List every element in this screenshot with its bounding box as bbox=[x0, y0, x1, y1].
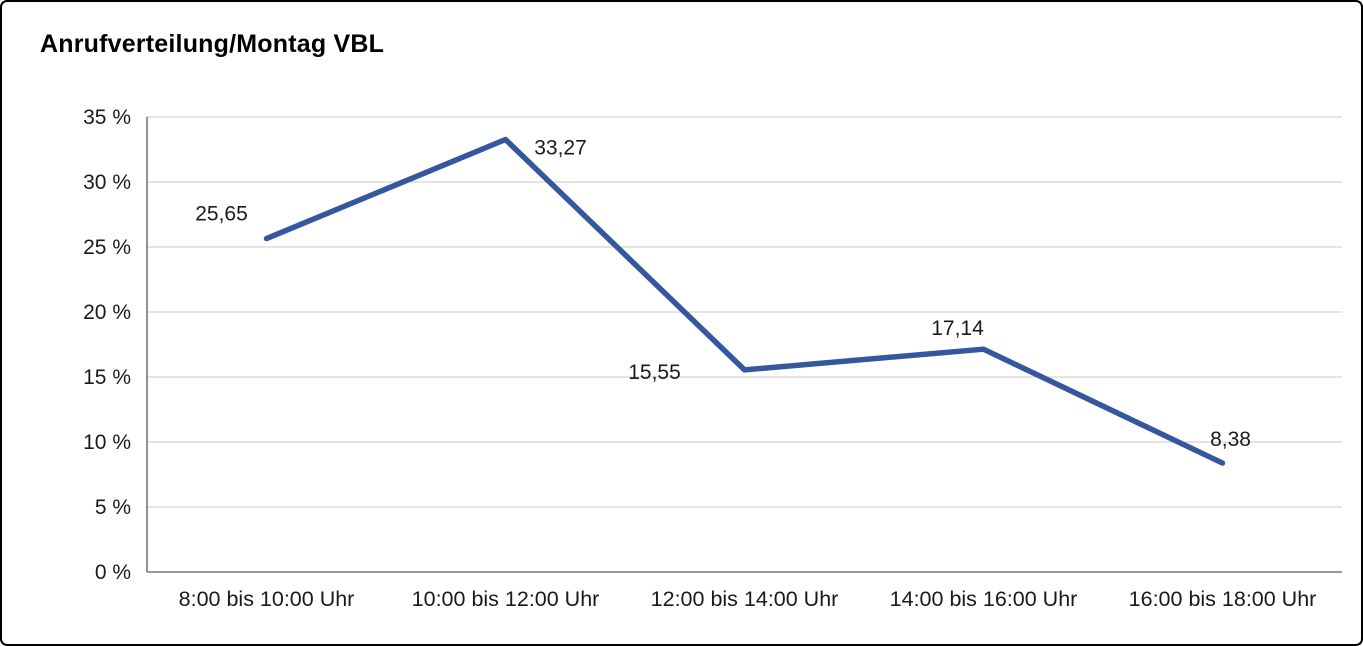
y-tick-label: 5 % bbox=[95, 496, 131, 519]
y-tick-label: 35 % bbox=[83, 106, 131, 129]
x-tick-label: 14:00 bis 16:00 Uhr bbox=[890, 587, 1078, 611]
y-tick-label: 0 % bbox=[95, 561, 131, 584]
y-tick-label: 10 % bbox=[83, 431, 131, 454]
data-point-label: 17,14 bbox=[931, 317, 984, 340]
data-point-label: 8,38 bbox=[1210, 428, 1251, 451]
data-point-label: 15,55 bbox=[628, 361, 681, 384]
x-tick-label: 12:00 bis 14:00 Uhr bbox=[651, 587, 839, 611]
x-tick-label: 10:00 bis 12:00 Uhr bbox=[412, 587, 600, 611]
data-series-line bbox=[263, 136, 1226, 466]
x-tick-label: 8:00 bis 10:00 Uhr bbox=[179, 587, 355, 611]
y-tick-label: 25 % bbox=[83, 236, 131, 259]
x-tick-label: 16:00 bis 18:00 Uhr bbox=[1129, 587, 1317, 611]
y-tick-label: 30 % bbox=[83, 171, 131, 194]
data-point-label: 33,27 bbox=[534, 136, 587, 159]
y-tick-label: 20 % bbox=[83, 301, 131, 324]
data-point-label: 25,65 bbox=[195, 203, 248, 226]
y-tick-label: 15 % bbox=[83, 366, 131, 389]
chart-title: Anrufverteilung/Montag VBL bbox=[40, 30, 385, 58]
